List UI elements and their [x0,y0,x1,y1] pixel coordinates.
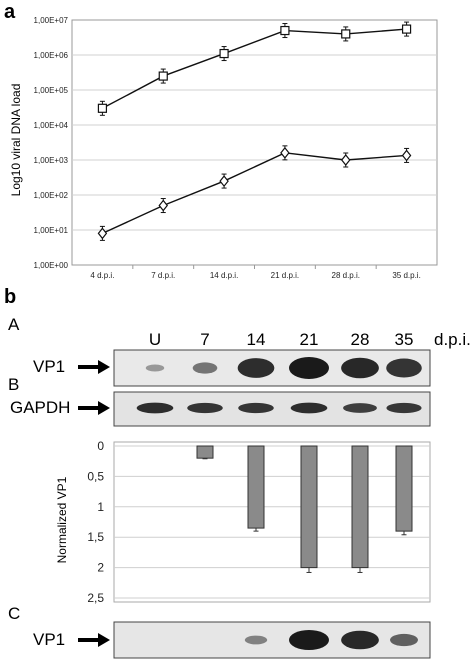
line-chart-y-tick-label: 1,00E+02 [34,191,69,200]
lane-label: U [149,330,161,349]
line-point-diamond [401,149,412,162]
blot-band [145,364,165,372]
lane-label: 14 [247,330,266,349]
line-series-2 [102,152,407,235]
bar-chart-y-tick-label: 2,5 [87,591,104,605]
bar-chart-y-ticks: 0 0,5 1 1,5 2 2,5 [87,439,104,605]
subpanel-A-label: A [8,315,20,334]
blot-vp1-c-bands [244,630,418,650]
blot-band [192,362,218,374]
line-point-diamond [219,175,229,188]
line-chart-y-axis-label: Log10 viral DNA load [9,84,23,197]
bar-chart-y-tick-label: 0,5 [87,469,104,483]
bar-chart-y-tick-label: 1 [97,500,104,514]
line-chart-gridlines [72,54,437,231]
bar-chart-y-axis-label: Normalized VP1 [55,476,69,563]
arrow-icon [78,360,110,374]
blot-gapdh-bands [136,402,422,414]
line-chart-series [97,21,412,241]
line-chart-y-ticks: 1,00E+00 1,00E+01 1,00E+02 1,00E+03 1,00E+04… [34,16,69,270]
panel-a-label: a [4,1,16,23]
line-chart-y-tick-label: 1,00E+05 [34,86,69,95]
blot-band [290,402,328,414]
line-chart-y-tick-label: 1,00E+03 [34,156,69,165]
blot-band [386,358,422,378]
line-series-1 [102,28,407,109]
line-point-square [341,29,351,39]
line-chart-x-ticks: 4 d.p.i. 7 d.p.i. 14 d.p.i. 21 d.p.i. 28 d.p… [90,265,421,280]
line-point-square [158,71,168,81]
bar-chart-gridlines [114,445,430,599]
blot-band [289,630,329,650]
line-chart-x-tick-label: 7 d.p.i. [151,271,175,280]
lane-label: 7 [200,330,209,349]
panel-b-label: b [4,286,16,308]
line-chart-x-tick-label: 14 d.p.i. [210,271,238,280]
blot-band [343,403,377,413]
blot-vp1-c-strip [113,621,431,659]
lane-labels: U 7 14 21 28 35 [149,330,414,349]
bar-chart-y-tick-label: 2 [97,561,104,575]
bar [395,445,413,532]
bar-chart-y-tick-label: 1,5 [87,530,104,544]
line-chart-y-tick-label: 1,00E+04 [34,121,69,130]
bar [351,445,369,569]
blot-band [289,357,329,379]
line-chart-y-tick-label: 1,00E+07 [34,16,69,25]
line-chart-x-tick-label: 35 d.p.i. [392,271,420,280]
blot-vp1-bands [145,357,422,379]
line-point-diamond [158,199,169,212]
bar [196,445,214,459]
line-point-square [280,25,290,36]
line-point-diamond [280,146,290,159]
arrow-icon [78,401,110,415]
blot-label-vp1: VP1 [33,357,65,376]
line-point-square [97,103,108,113]
line-point-square [219,48,229,59]
dpi-label: d.p.i. [434,330,471,349]
normalized-vp1-bar-chart: 0 0,5 1 1,5 2 2,5 Normalized VP1 [55,439,431,605]
bar [247,445,265,529]
bar-chart-y-tick-label: 0 [97,439,104,453]
arrow-icon [78,633,110,647]
lane-label: 28 [351,330,370,349]
line-chart-x-tick-label: 21 d.p.i. [271,271,299,280]
blot-band [187,402,223,414]
blot-label-vp1-c: VP1 [33,630,65,649]
blot-band [238,402,274,414]
bar-chart-bars [196,445,413,573]
line-chart-plot-area [71,19,438,266]
lane-label: 21 [300,330,319,349]
blot-band [390,633,418,647]
line-point-square [401,24,412,34]
line-point-diamond [340,154,351,166]
blot-band [341,357,379,379]
line-point-diamond [97,227,108,240]
subpanel-B-label: B [8,375,19,394]
blot-band [341,630,379,650]
blot-band [136,402,174,414]
blot-band [386,402,422,414]
line-chart-y-tick-label: 1,00E+06 [34,51,69,60]
subpanel-C-label: C [8,604,20,623]
viral-load-line-chart: 1,00E+00 1,00E+01 1,00E+02 1,00E+03 1,00E+04… [9,16,438,280]
blot-band [237,358,275,378]
line-chart-x-tick-label: 4 d.p.i. [90,271,114,280]
bar-chart-plot-area [113,441,431,603]
line-chart-y-tick-label: 1,00E+01 [34,226,69,235]
bar [300,445,318,569]
blot-label-gapdh: GAPDH [10,398,70,417]
lane-label: 35 [395,330,414,349]
line-chart-y-tick-label: 1,00E+00 [34,261,69,270]
line-chart-x-tick-label: 28 d.p.i. [332,271,360,280]
blot-band [244,635,268,645]
